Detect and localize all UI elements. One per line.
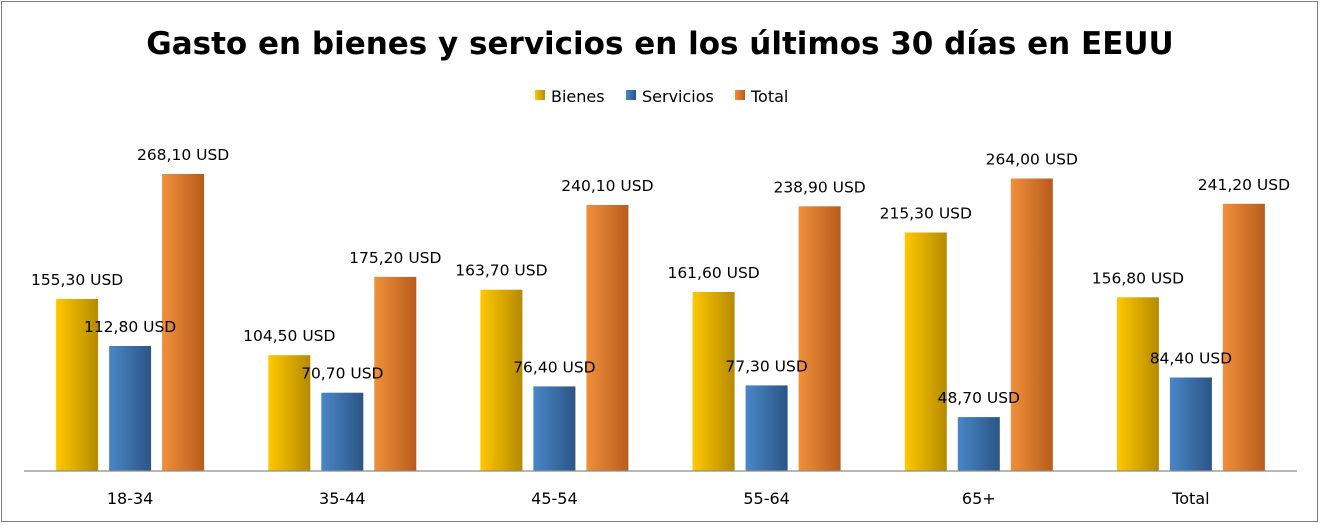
x-tick-label-4: 65+ xyxy=(962,489,996,508)
x-tick-label-2: 45-54 xyxy=(531,489,578,508)
bar-bienes-2 xyxy=(480,289,523,471)
data-label-servicios-4: 48,70 USD xyxy=(938,389,1020,407)
bar-total-0 xyxy=(162,174,205,471)
bar-bienes-1 xyxy=(268,355,311,471)
data-label-bienes-5: 156,80 USD xyxy=(1092,269,1184,287)
data-label-total-3: 238,90 USD xyxy=(773,178,865,196)
bar-total-1 xyxy=(374,276,417,471)
data-label-total-2: 240,10 USD xyxy=(561,177,653,195)
bar-servicios-4 xyxy=(957,417,1000,471)
data-label-bienes-1: 104,50 USD xyxy=(243,327,335,345)
chart-title: Gasto en bienes y servicios en los últim… xyxy=(146,26,1173,62)
legend-label-bienes: Bienes xyxy=(551,87,605,106)
bar-total-2 xyxy=(586,205,629,471)
bars-layer xyxy=(56,174,1265,472)
data-label-servicios-5: 84,40 USD xyxy=(1150,350,1232,368)
data-label-servicios-3: 77,30 USD xyxy=(725,357,807,375)
data-label-servicios-1: 70,70 USD xyxy=(301,365,383,383)
bar-servicios-0 xyxy=(109,346,152,471)
legend-label-total: Total xyxy=(750,87,788,106)
x-tick-label-1: 35-44 xyxy=(319,489,366,508)
bar-servicios-3 xyxy=(745,385,788,471)
legend-label-servicios: Servicios xyxy=(642,87,714,106)
x-tick-label-5: Total xyxy=(1171,489,1209,508)
data-label-bienes-4: 215,30 USD xyxy=(880,205,972,223)
legend: Bienes Servicios Total xyxy=(535,87,788,106)
data-label-bienes-2: 163,70 USD xyxy=(455,262,547,280)
data-label-total-4: 264,00 USD xyxy=(986,151,1078,169)
bar-total-4 xyxy=(1010,178,1053,471)
data-label-bienes-0: 155,30 USD xyxy=(31,271,123,289)
data-label-bienes-3: 161,60 USD xyxy=(667,264,759,282)
x-axis-ticks: 18-34 35-44 45-54 55-64 65+ Total xyxy=(107,489,1210,508)
legend-swatch-servicios xyxy=(626,90,636,100)
bar-bienes-5 xyxy=(1116,297,1159,471)
bar-bienes-3 xyxy=(692,292,735,471)
data-label-total-0: 268,10 USD xyxy=(137,146,229,164)
data-label-servicios-2: 76,40 USD xyxy=(513,358,595,376)
bar-servicios-2 xyxy=(533,386,576,471)
bar-bienes-0 xyxy=(56,299,99,471)
bar-servicios-1 xyxy=(321,392,364,471)
data-label-total-5: 241,20 USD xyxy=(1198,176,1290,194)
bar-bienes-4 xyxy=(904,232,947,471)
legend-swatch-total xyxy=(735,90,745,100)
x-tick-label-3: 55-64 xyxy=(743,489,790,508)
data-label-servicios-0: 112,80 USD xyxy=(84,318,176,336)
bar-servicios-5 xyxy=(1169,377,1212,471)
data-labels-layer: 155,30 USD 112,80 USD 268,10 USD 104,50 USD… xyxy=(31,146,1290,407)
bar-total-5 xyxy=(1222,203,1265,472)
data-label-total-1: 175,20 USD xyxy=(349,249,441,267)
x-tick-label-0: 18-34 xyxy=(107,489,154,508)
bar-total-3 xyxy=(798,206,841,472)
legend-swatch-bienes xyxy=(535,90,545,100)
